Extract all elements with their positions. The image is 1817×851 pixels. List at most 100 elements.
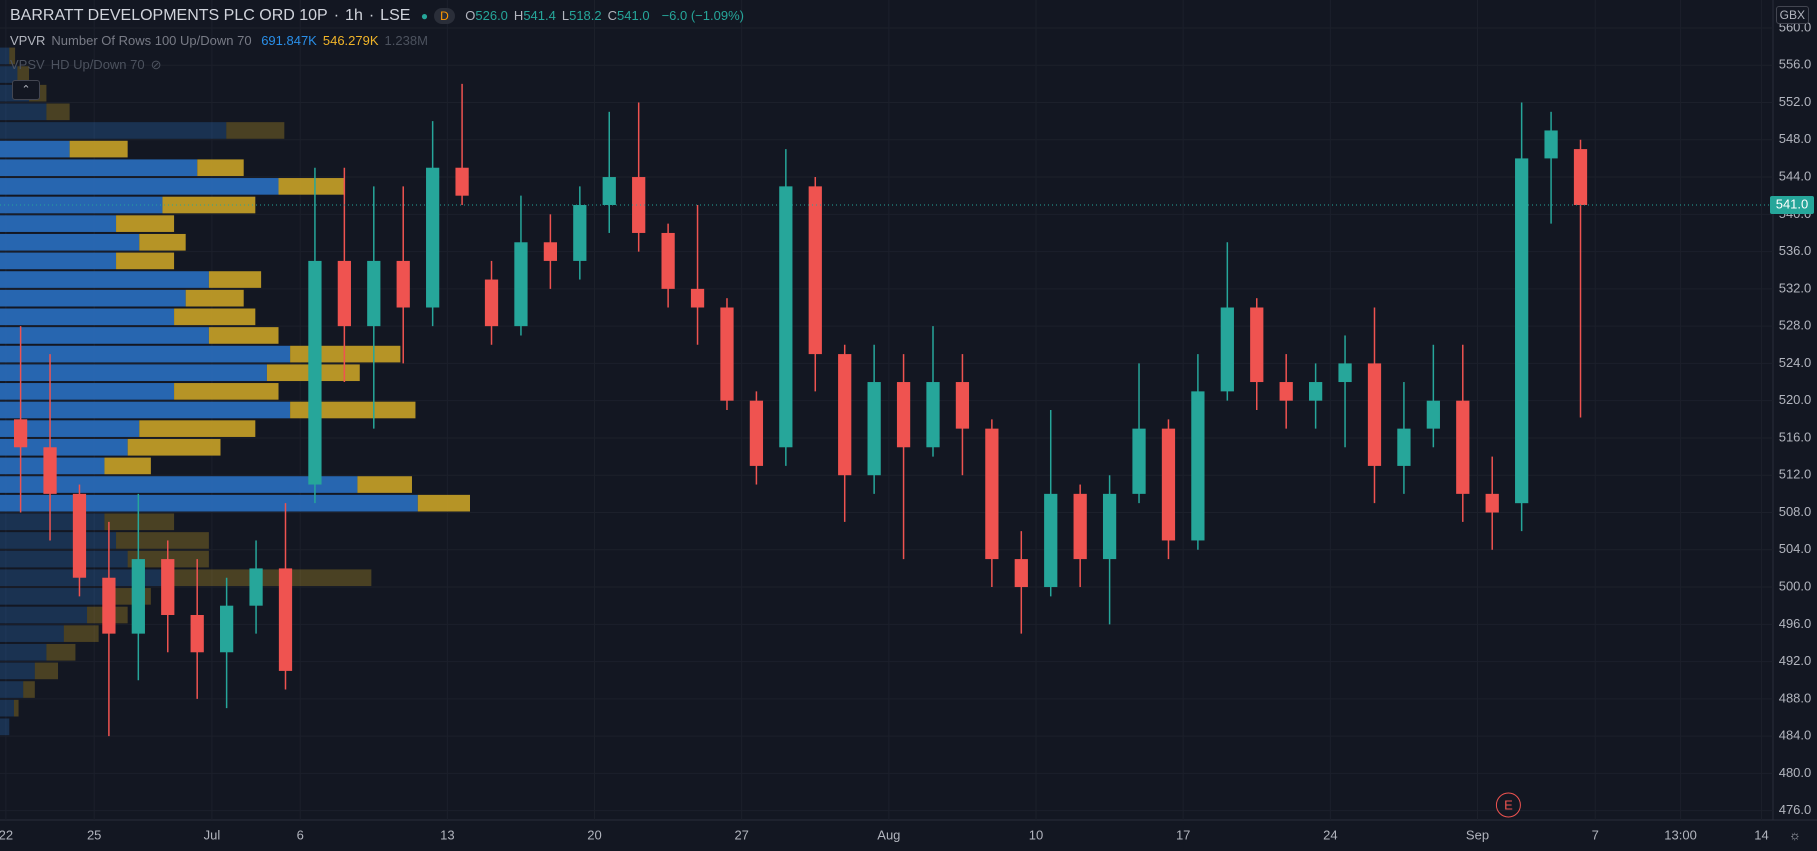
y-tick-label: 508.0 (1779, 504, 1812, 519)
profile-up (0, 364, 267, 382)
y-tick-label: 488.0 (1779, 690, 1812, 705)
profile-up (0, 681, 24, 698)
candle-body (867, 382, 881, 476)
indicator-legend: VPVR Number Of Rows 100 Up/Down 70 691.84… (10, 33, 434, 48)
profile-up (0, 662, 35, 680)
candle-body (1161, 428, 1176, 541)
candle-body (1102, 493, 1117, 560)
x-tick-label: 13:00 (1664, 827, 1697, 842)
candle-body (13, 419, 28, 448)
profile-up (0, 625, 64, 642)
y-tick-label: 520.0 (1779, 392, 1812, 407)
candle-body (749, 400, 764, 466)
candle-body (602, 177, 616, 205)
y-tick-label: 496.0 (1779, 616, 1812, 631)
ohlc-value: 518.2 (569, 8, 602, 23)
profile-down (197, 159, 244, 177)
candle-body (779, 186, 793, 448)
indicator-name[interactable]: VPSV (10, 57, 45, 72)
candle-body (1309, 382, 1323, 401)
candle-body (896, 382, 911, 448)
indicator-value: 546.279K (322, 33, 379, 48)
candle-body (455, 167, 469, 196)
settings-icon[interactable]: ☼ (1789, 827, 1801, 842)
profile-up (0, 289, 186, 307)
y-tick-label: 484.0 (1779, 728, 1812, 743)
x-tick-label: 27 (734, 827, 748, 842)
badge[interactable]: D (434, 8, 455, 24)
currency[interactable]: GBX (1775, 6, 1809, 24)
candle-body (396, 260, 410, 308)
candle-body (926, 382, 940, 448)
indicator-name[interactable]: VPVR (10, 33, 46, 48)
profile-up (0, 606, 88, 624)
candle-body (278, 568, 293, 671)
x-tick-label: 14 (1754, 827, 1768, 842)
x-tick-label: 7 (1592, 827, 1599, 842)
indicator-params: Number Of Rows 100 Up/Down 70 (51, 33, 252, 48)
x-tick-label: 10 (1029, 827, 1043, 842)
candle-body (249, 568, 263, 606)
candle-body (1426, 400, 1440, 429)
candle-body (161, 559, 175, 615)
profile-down (208, 327, 279, 344)
profile-down (34, 662, 59, 680)
profile-up (0, 494, 418, 512)
candle-body (1544, 130, 1558, 159)
candle-body (131, 559, 145, 634)
price-axis (1773, 0, 1817, 851)
candle-body (43, 447, 57, 494)
event-marker[interactable] (1495, 792, 1521, 818)
candle-body (426, 167, 440, 308)
candle-body (1573, 149, 1588, 205)
indicator-value: 691.847K (261, 33, 317, 48)
profile-down (23, 681, 35, 698)
y-tick-label: 492.0 (1779, 653, 1812, 668)
profile-down (46, 103, 70, 121)
candle-body (308, 260, 322, 485)
interval[interactable]: 1h (345, 7, 363, 24)
profile-down (116, 252, 175, 270)
ohlc-value: 541.4 (523, 8, 556, 23)
candle-body (72, 493, 87, 578)
y-tick-label: 480.0 (1779, 765, 1812, 780)
exchange: LSE (380, 7, 411, 24)
hidden-icon[interactable]: ⊘ (150, 57, 162, 72)
symbol[interactable]: BARRATT DEVELOPMENTS PLC ORD 10P (10, 7, 328, 24)
ohlc-key: O (465, 8, 476, 23)
candle-body (1191, 391, 1205, 541)
profile-down (139, 420, 256, 437)
x-tick-label: Sep (1466, 827, 1489, 842)
profile-up (0, 178, 279, 195)
candle-body (1515, 158, 1529, 504)
profile-up (0, 308, 175, 326)
profile-down (417, 494, 470, 512)
profile-down (226, 122, 285, 139)
candle-body (985, 428, 999, 560)
candle-body (661, 232, 675, 289)
profile-up (0, 345, 291, 363)
profile-down (357, 476, 412, 493)
x-tick-label: Jul (204, 827, 221, 842)
profile-up (0, 643, 47, 661)
y-tick-label: 476.0 (1779, 802, 1812, 817)
profile-down (17, 66, 30, 83)
profile-up (0, 159, 198, 177)
ohlc-value: 541.0 (617, 8, 650, 23)
ohlc-key: H (513, 8, 524, 23)
profile-up (0, 383, 175, 400)
profile-down (13, 699, 19, 717)
profile-down (116, 532, 209, 549)
profile-down (104, 457, 151, 475)
candle-body (1132, 428, 1146, 494)
candle-body (1279, 382, 1293, 401)
profile-up (0, 550, 128, 568)
collapse-button[interactable]: ⌃ (12, 80, 40, 100)
y-tick-label: 552.0 (1779, 94, 1812, 109)
candle-body (1014, 559, 1028, 588)
profile-up (0, 103, 47, 121)
y-tick-label: 516.0 (1779, 429, 1812, 444)
profile-down (290, 345, 401, 363)
